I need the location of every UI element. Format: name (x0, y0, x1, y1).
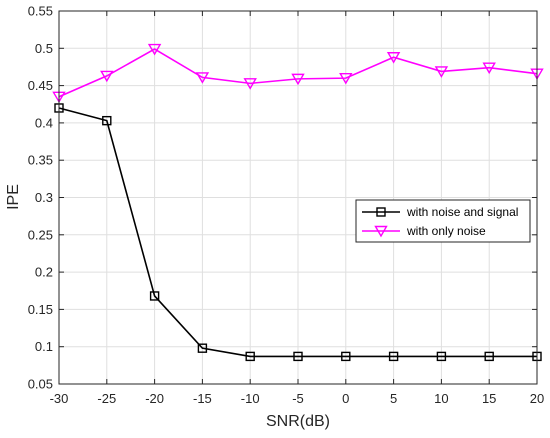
y-tick-label: 0.25 (28, 227, 53, 242)
y-tick-label: 0.5 (35, 41, 53, 56)
data-point (243, 78, 257, 90)
x-tick-label: -25 (97, 391, 116, 406)
data-point (482, 62, 496, 75)
legend-label: with only noise (406, 224, 486, 238)
series-noise-and-signal (54, 103, 542, 362)
y-axis: 0.05 0.1 0.15 0.2 0.25 0.3 0.35 0.4 0.45 0.5 0.55 (28, 4, 537, 392)
y-tick-label: 0.2 (35, 265, 53, 280)
x-tick-label: -15 (193, 391, 212, 406)
x-axis-title: SNR(dB) (266, 413, 330, 430)
x-tick-label: -20 (145, 391, 164, 406)
legend-label: with noise and signal (406, 205, 518, 219)
y-tick-label: 0.4 (35, 115, 53, 130)
data-point (341, 351, 351, 362)
data-point (149, 291, 160, 301)
data-point (293, 351, 303, 362)
legend-entry: with noise and signal (362, 205, 518, 219)
data-point (195, 72, 210, 84)
series-layer (52, 43, 544, 362)
data-point (388, 351, 399, 362)
data-point (100, 70, 114, 83)
y-axis-title: IPE (5, 184, 22, 210)
y-tick-label: 0.15 (28, 302, 53, 317)
y-tick-label: 0.35 (28, 153, 53, 168)
data-point (386, 52, 401, 64)
data-point (339, 72, 353, 85)
legend-entry: with only noise (362, 224, 486, 238)
data-point (147, 43, 162, 56)
legend: with noise and signal with only noise (355, 199, 531, 243)
y-tick-label: 0.45 (28, 78, 53, 93)
x-axis: -30 -25 -20 -15 -10 -5 0 5 10 15 20 (50, 11, 544, 406)
y-tick-label: 0.05 (28, 377, 53, 392)
legend-box (355, 199, 531, 243)
data-point (484, 351, 494, 362)
data-point (245, 351, 255, 362)
x-tick-label: -10 (241, 391, 260, 406)
data-point (102, 115, 112, 126)
data-point (197, 343, 208, 353)
y-tick-label: 0.3 (35, 190, 53, 205)
data-point (291, 73, 305, 86)
x-tick-label: 5 (390, 391, 397, 406)
legend-marker (376, 207, 386, 217)
x-tick-label: 10 (434, 391, 448, 406)
y-tick-label: 0.55 (28, 4, 53, 19)
legend-marker (374, 225, 388, 238)
x-tick-label: -30 (50, 391, 69, 406)
x-tick-label: 20 (530, 391, 544, 406)
series-only-noise (52, 43, 544, 104)
series-line (58, 107, 537, 358)
x-tick-label: 15 (482, 391, 496, 406)
data-point (436, 351, 447, 362)
x-tick-label: -5 (292, 391, 304, 406)
x-tick-label: 0 (342, 391, 349, 406)
series-line (58, 48, 538, 98)
y-tick-label: 0.1 (35, 339, 53, 354)
data-point (434, 66, 449, 78)
